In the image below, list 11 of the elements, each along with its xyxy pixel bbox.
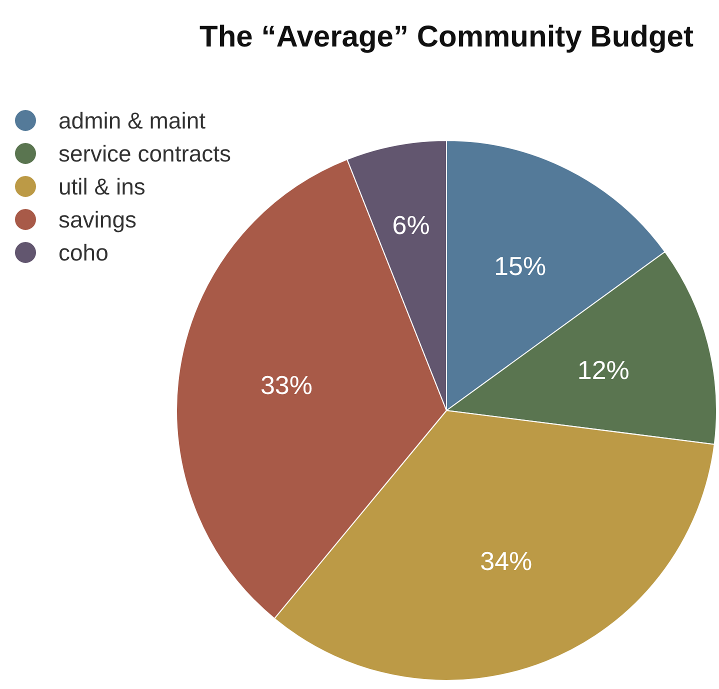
data-label: 6% bbox=[392, 210, 430, 240]
legend-label: admin & maint bbox=[58, 108, 206, 134]
data-label: 34% bbox=[480, 546, 532, 576]
data-label: 33% bbox=[260, 370, 313, 400]
chart-title: The “Average” Community Budget bbox=[200, 20, 694, 54]
legend-label: savings bbox=[58, 206, 136, 232]
legend-label: coho bbox=[58, 240, 108, 266]
legend-label: util & ins bbox=[58, 174, 146, 200]
data-label: 15% bbox=[494, 251, 546, 282]
legend-label: service contracts bbox=[58, 140, 232, 166]
data-label: 12% bbox=[577, 355, 630, 386]
